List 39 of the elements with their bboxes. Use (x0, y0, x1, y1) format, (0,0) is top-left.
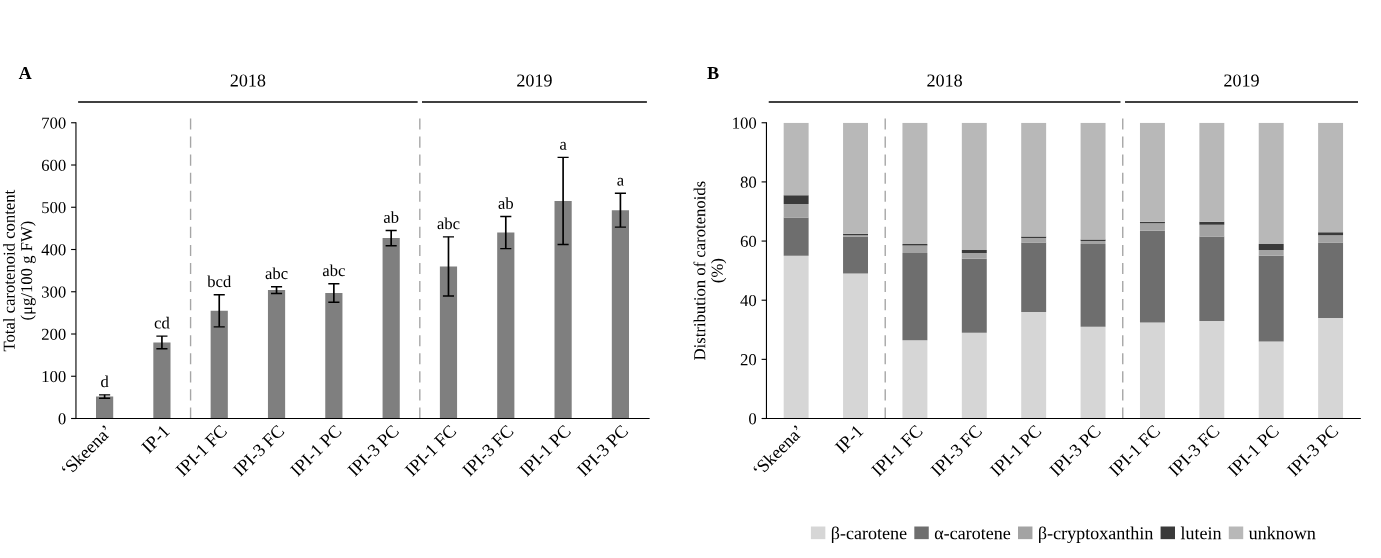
annotation: abc (322, 264, 345, 277)
y-tick-label: 300 (42, 286, 66, 298)
y-tick-label: 600 (41, 159, 66, 171)
y-tick-label: 200 (41, 328, 66, 340)
x-tick-label: IP-1 (834, 424, 864, 454)
chart-title: B (707, 67, 719, 79)
y-tick-label: 40 (740, 294, 757, 307)
y-tick-label: 80 (740, 176, 757, 188)
legend-label: β-cryptoxanthin (1039, 526, 1154, 544)
y-tick-label: 100 (733, 117, 757, 129)
legend-label: α-carotene (934, 528, 1011, 540)
legend-label: β-carotene (831, 526, 907, 543)
annotation: ab (498, 197, 514, 209)
y-tick-label: 60 (740, 235, 757, 247)
y-tick-label: 20 (740, 354, 757, 366)
text: 2018 (927, 74, 962, 87)
y-axis-title: Distribution of carotenoids (%) (693, 181, 727, 360)
annotation: cd (154, 316, 170, 329)
y-tick-label: 500 (42, 201, 66, 214)
y-tick-label: 0 (749, 413, 757, 425)
legend-label: unknown (1248, 526, 1316, 540)
legend-label: lutein (1180, 526, 1222, 540)
text: 2019 (1224, 74, 1259, 87)
text: 2019 (517, 74, 552, 87)
annotation: a (617, 177, 624, 186)
annotation: abc (265, 267, 288, 280)
annotation: d (101, 375, 109, 388)
y-tick-label: 400 (41, 244, 66, 256)
y-tick-label: 700 (42, 117, 66, 129)
chart-title: A (18, 67, 32, 79)
annotation: ab (383, 211, 399, 223)
annotation: bcd (207, 275, 232, 288)
x-tick-label: IP-1 (140, 424, 171, 454)
y-tick-label: 0 (58, 413, 66, 425)
y-axis-title: Total carotenoid content (μg/100 g FW) (3, 189, 36, 352)
y-tick-label: 100 (42, 370, 66, 383)
annotation: a (559, 141, 567, 150)
text: 2018 (230, 74, 266, 87)
annotation: abc (437, 217, 460, 230)
